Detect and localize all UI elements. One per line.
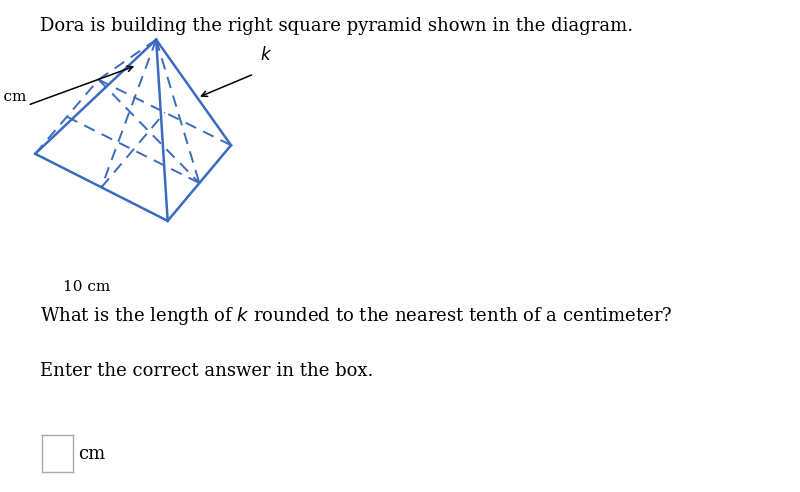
Text: 7 cm: 7 cm xyxy=(0,90,26,104)
Text: Enter the correct answer in the box.: Enter the correct answer in the box. xyxy=(40,362,374,380)
Text: $k$: $k$ xyxy=(260,46,272,64)
Text: cm: cm xyxy=(78,445,106,462)
Text: What is the length of $k$ rounded to the nearest tenth of a centimeter?: What is the length of $k$ rounded to the… xyxy=(40,305,673,327)
Text: Dora is building the right square pyramid shown in the diagram.: Dora is building the right square pyrami… xyxy=(40,17,633,35)
Text: 10 cm: 10 cm xyxy=(63,279,110,294)
